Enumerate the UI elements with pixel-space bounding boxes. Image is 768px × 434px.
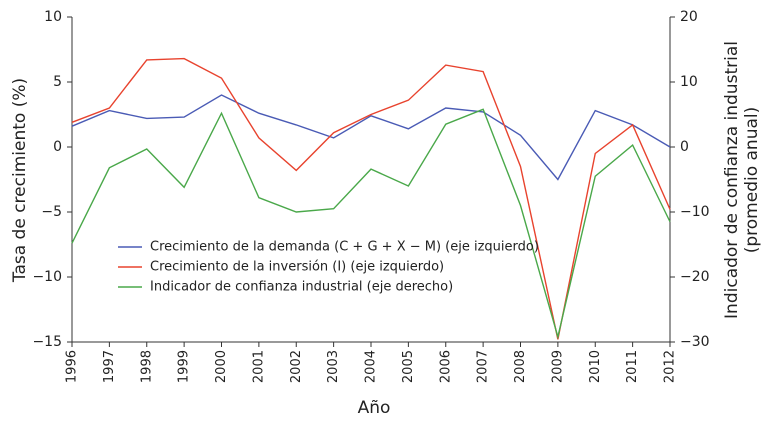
y2-tick-label: 10 [680, 74, 698, 90]
x-tick-label: 2009 [550, 350, 565, 383]
x-tick-label: 1997 [102, 350, 117, 383]
x-tick-label: 2008 [513, 350, 528, 383]
y2-tick-label: −20 [680, 269, 710, 285]
y-tick-label: 5 [53, 74, 62, 90]
y2-tick-label: −10 [680, 204, 710, 220]
series-line [71, 94, 671, 181]
series-line [71, 108, 671, 340]
x-tick-label: 2004 [364, 350, 379, 383]
legend-label: Crecimiento de la inversión (I) (eje izq… [150, 260, 444, 275]
legend-label: Indicador de confianza industrial (eje d… [150, 280, 453, 295]
x-tick-label: 2002 [289, 350, 304, 383]
x-tick-label: 2001 [251, 350, 266, 383]
x-tick-label: 2007 [476, 350, 491, 383]
y2-tick-label: 0 [680, 139, 689, 155]
x-tick-label: 1999 [177, 350, 192, 383]
x-tick-label: 2010 [588, 350, 603, 383]
y2-axis-label: Indicador de confianza industrial [722, 41, 742, 319]
y-tick-label: −10 [32, 269, 62, 285]
x-axis-label: Año [358, 398, 391, 418]
legend-label: Crecimiento de la demanda (C + G + X − M… [150, 240, 539, 255]
x-tick-label: 2011 [625, 350, 640, 383]
y2-tick-label: 20 [680, 9, 698, 25]
x-tick-label: 1998 [139, 350, 154, 383]
y2-axis-label: (promedio anual) [742, 107, 762, 254]
y-tick-label: −15 [32, 334, 62, 350]
x-tick-label: 2005 [401, 350, 416, 383]
x-tick-label: 2012 [663, 350, 678, 383]
y-axis-label: Tasa de crecimiento (%) [10, 78, 30, 283]
y-tick-label: 10 [44, 9, 62, 25]
x-tick-label: 2006 [438, 350, 453, 383]
x-tick-label: 2000 [214, 350, 229, 383]
y2-tick-label: −30 [680, 334, 710, 350]
x-tick-label: 2003 [326, 350, 341, 383]
series-line [71, 57, 671, 340]
y-tick-label: 0 [53, 139, 62, 155]
y-tick-label: −5 [41, 204, 62, 220]
x-tick-label: 1996 [65, 350, 80, 383]
